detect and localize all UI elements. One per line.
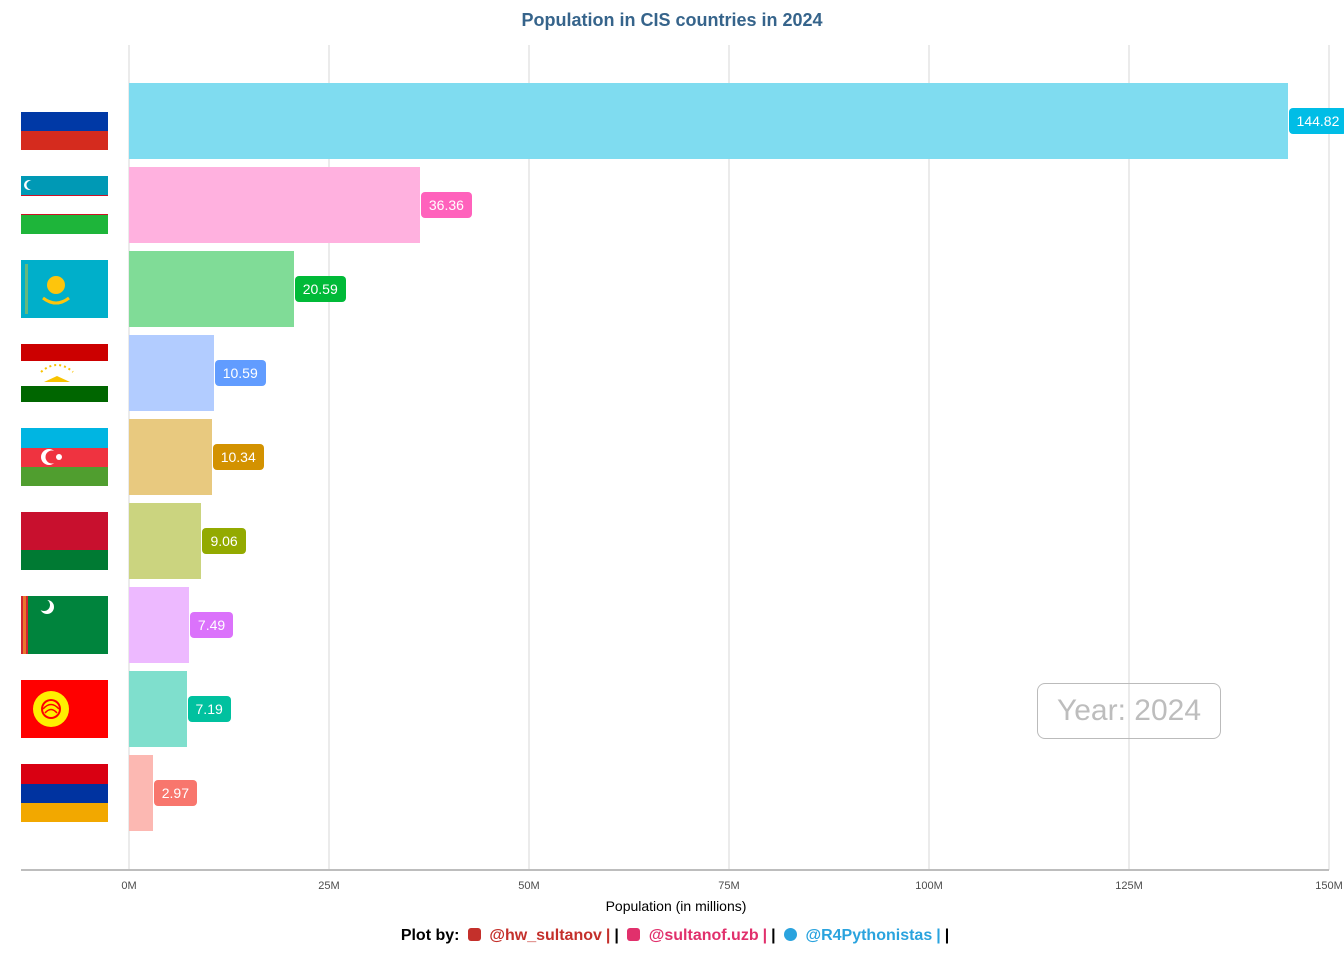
value-label: 7.49 bbox=[189, 612, 234, 638]
flag-kyrgyzstan-icon bbox=[21, 680, 108, 738]
gridline bbox=[1328, 45, 1330, 870]
instagram-icon bbox=[627, 928, 641, 941]
bar bbox=[129, 83, 1288, 159]
separator: | bbox=[944, 927, 950, 944]
x-tick-label: 100M bbox=[915, 880, 943, 892]
separator: | bbox=[936, 927, 941, 944]
telegram-icon bbox=[784, 928, 798, 941]
value-label: 7.19 bbox=[187, 696, 231, 722]
value-label: 36.36 bbox=[420, 192, 472, 218]
gridline bbox=[328, 45, 330, 870]
bar bbox=[129, 587, 189, 663]
separator: | bbox=[771, 927, 776, 944]
separator: | bbox=[605, 927, 611, 944]
x-tick-label: 150M bbox=[1315, 880, 1343, 892]
year-annotation: Year: 2024 bbox=[1037, 683, 1221, 739]
flag-armenia-icon bbox=[21, 764, 108, 822]
caption: Plot by: @hw_sultanov | | @sultanof.uzb | | … bbox=[0, 927, 1344, 945]
x-tick-label: 75M bbox=[718, 880, 740, 892]
bar bbox=[129, 671, 187, 747]
chart-title: Population in CIS countries in 2024 bbox=[521, 10, 823, 30]
flag-belarus-icon bbox=[21, 512, 108, 570]
value-label: 10.59 bbox=[214, 360, 266, 386]
x-tick-label: 25M bbox=[318, 880, 340, 892]
bar bbox=[129, 755, 153, 831]
value-label: 9.06 bbox=[202, 528, 246, 554]
x-tick-label: 0M bbox=[121, 880, 137, 892]
bar bbox=[129, 503, 202, 579]
gridline bbox=[528, 45, 530, 870]
separator: | bbox=[614, 927, 619, 944]
bar bbox=[129, 251, 294, 327]
bar bbox=[129, 419, 212, 495]
caption-prefix: Plot by: bbox=[400, 927, 460, 944]
bar bbox=[129, 335, 214, 411]
flag-uzbekistan-icon bbox=[21, 176, 108, 234]
youtube-handle: @hw_sultanov bbox=[489, 927, 602, 944]
flag-tajikistan-icon bbox=[21, 344, 108, 402]
x-axis-label: Population (in millions) bbox=[605, 898, 747, 914]
gridline bbox=[1128, 45, 1130, 870]
gridline bbox=[728, 45, 730, 870]
instagram-handle: @sultanof.uzb bbox=[648, 927, 759, 944]
youtube-icon bbox=[467, 928, 481, 941]
value-label: 144.82 bbox=[1288, 108, 1344, 134]
value-label: 2.97 bbox=[153, 780, 197, 806]
x-tick-label: 125M bbox=[1115, 880, 1143, 892]
telegram-handle: @R4Pythonistas bbox=[805, 927, 933, 944]
value-label: 10.34 bbox=[212, 444, 264, 470]
value-label: 20.59 bbox=[294, 276, 346, 302]
x-axis-line bbox=[21, 869, 1329, 871]
flag-turkmenistan-icon bbox=[21, 596, 108, 654]
flag-azerbaijan-icon bbox=[21, 428, 108, 486]
separator: | bbox=[762, 927, 768, 944]
x-tick-label: 50M bbox=[518, 880, 540, 892]
gridline bbox=[928, 45, 930, 870]
bar bbox=[129, 167, 420, 243]
flag-russia-icon bbox=[21, 92, 108, 150]
flag-kazakhstan-icon bbox=[21, 260, 108, 318]
